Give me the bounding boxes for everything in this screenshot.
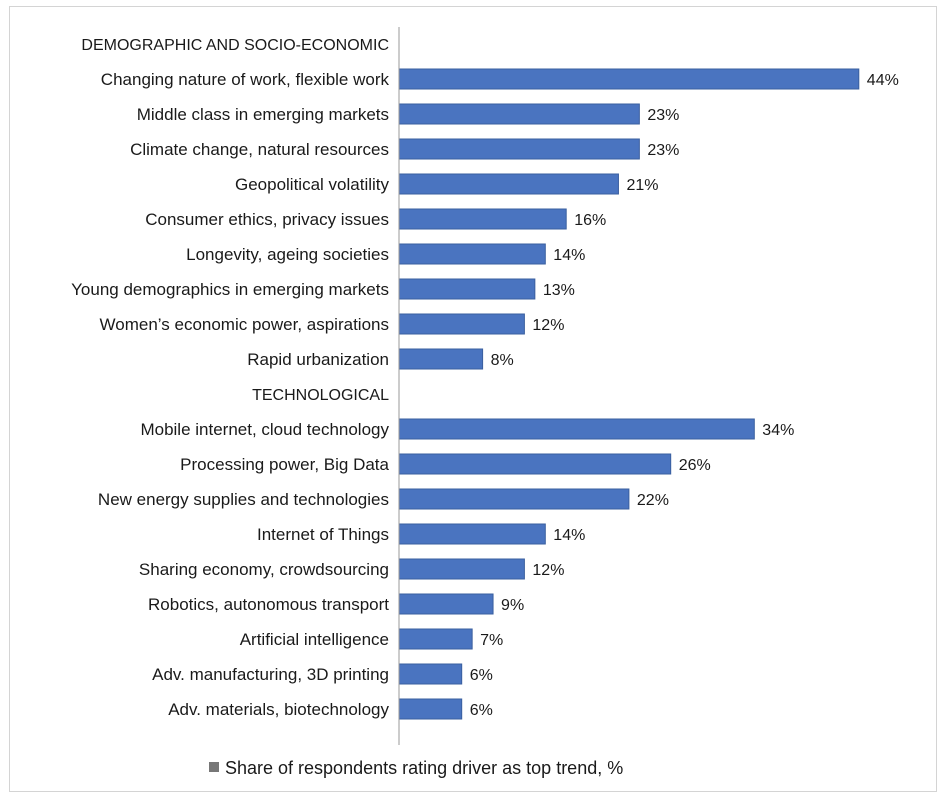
value-label: 8% (491, 352, 514, 369)
value-label: 12% (532, 317, 564, 334)
category-label: Women’s economic power, aspirations (100, 315, 389, 334)
category-label: Internet of Things (257, 525, 389, 544)
value-label: 22% (637, 492, 669, 509)
bar (398, 593, 494, 615)
bar (398, 453, 672, 475)
category-label: Consumer ethics, privacy issues (145, 210, 389, 229)
category-label: Processing power, Big Data (180, 455, 389, 474)
category-label: Adv. materials, biotechnology (168, 700, 389, 719)
bar (398, 243, 546, 265)
bar (398, 208, 567, 230)
value-label: 14% (553, 527, 585, 544)
bar (398, 698, 463, 720)
category-label: Longevity, ageing societies (186, 245, 389, 264)
bar (398, 103, 640, 125)
category-label: Mobile internet, cloud technology (140, 420, 389, 439)
category-label: Robotics, autonomous transport (148, 595, 389, 614)
value-label: 7% (480, 632, 503, 649)
value-label: 9% (501, 597, 524, 614)
bars-layer: DEMOGRAPHIC AND SOCIO-ECONOMIC Changing n… (71, 37, 899, 720)
value-label: 23% (647, 142, 679, 159)
category-label: Young demographics in emerging markets (71, 280, 389, 299)
value-label: 6% (470, 702, 493, 719)
bar (398, 138, 640, 160)
value-label: 23% (647, 107, 679, 124)
category-label: Changing nature of work, flexible work (101, 70, 390, 89)
bar (398, 663, 463, 685)
bar (398, 278, 536, 300)
category-label: Adv. manufacturing, 3D printing (152, 665, 389, 684)
bar (398, 68, 860, 90)
bar (398, 173, 619, 195)
value-label: 44% (867, 72, 899, 89)
chart-frame: DEMOGRAPHIC AND SOCIO-ECONOMIC Changing n… (9, 6, 937, 792)
bar (398, 313, 525, 335)
category-label: Geopolitical volatility (235, 175, 390, 194)
value-label: 26% (679, 457, 711, 474)
bar (398, 488, 630, 510)
group-label: DEMOGRAPHIC AND SOCIO-ECONOMIC (81, 37, 389, 54)
category-label: Sharing economy, crowdsourcing (139, 560, 389, 579)
category-label: Artificial intelligence (240, 630, 389, 649)
bar (398, 523, 546, 545)
value-label: 6% (470, 667, 493, 684)
bar (398, 558, 525, 580)
category-label: Climate change, natural resources (130, 140, 389, 159)
legend: Share of respondents rating driver as to… (209, 758, 623, 778)
value-label: 21% (626, 177, 658, 194)
value-label: 34% (762, 422, 794, 439)
value-label: 12% (532, 562, 564, 579)
bar (398, 348, 484, 370)
bar (398, 628, 473, 650)
value-label: 13% (543, 282, 575, 299)
group-label: TECHNOLOGICAL (252, 387, 389, 404)
category-label: Rapid urbanization (247, 350, 389, 369)
legend-swatch (209, 762, 219, 772)
value-label: 14% (553, 247, 585, 264)
category-label: New energy supplies and technologies (98, 490, 389, 509)
bar (398, 418, 755, 440)
bar-chart: DEMOGRAPHIC AND SOCIO-ECONOMIC Changing n… (71, 27, 899, 778)
category-label: Middle class in emerging markets (137, 105, 389, 124)
value-label: 16% (574, 212, 606, 229)
legend-label: Share of respondents rating driver as to… (225, 758, 623, 778)
